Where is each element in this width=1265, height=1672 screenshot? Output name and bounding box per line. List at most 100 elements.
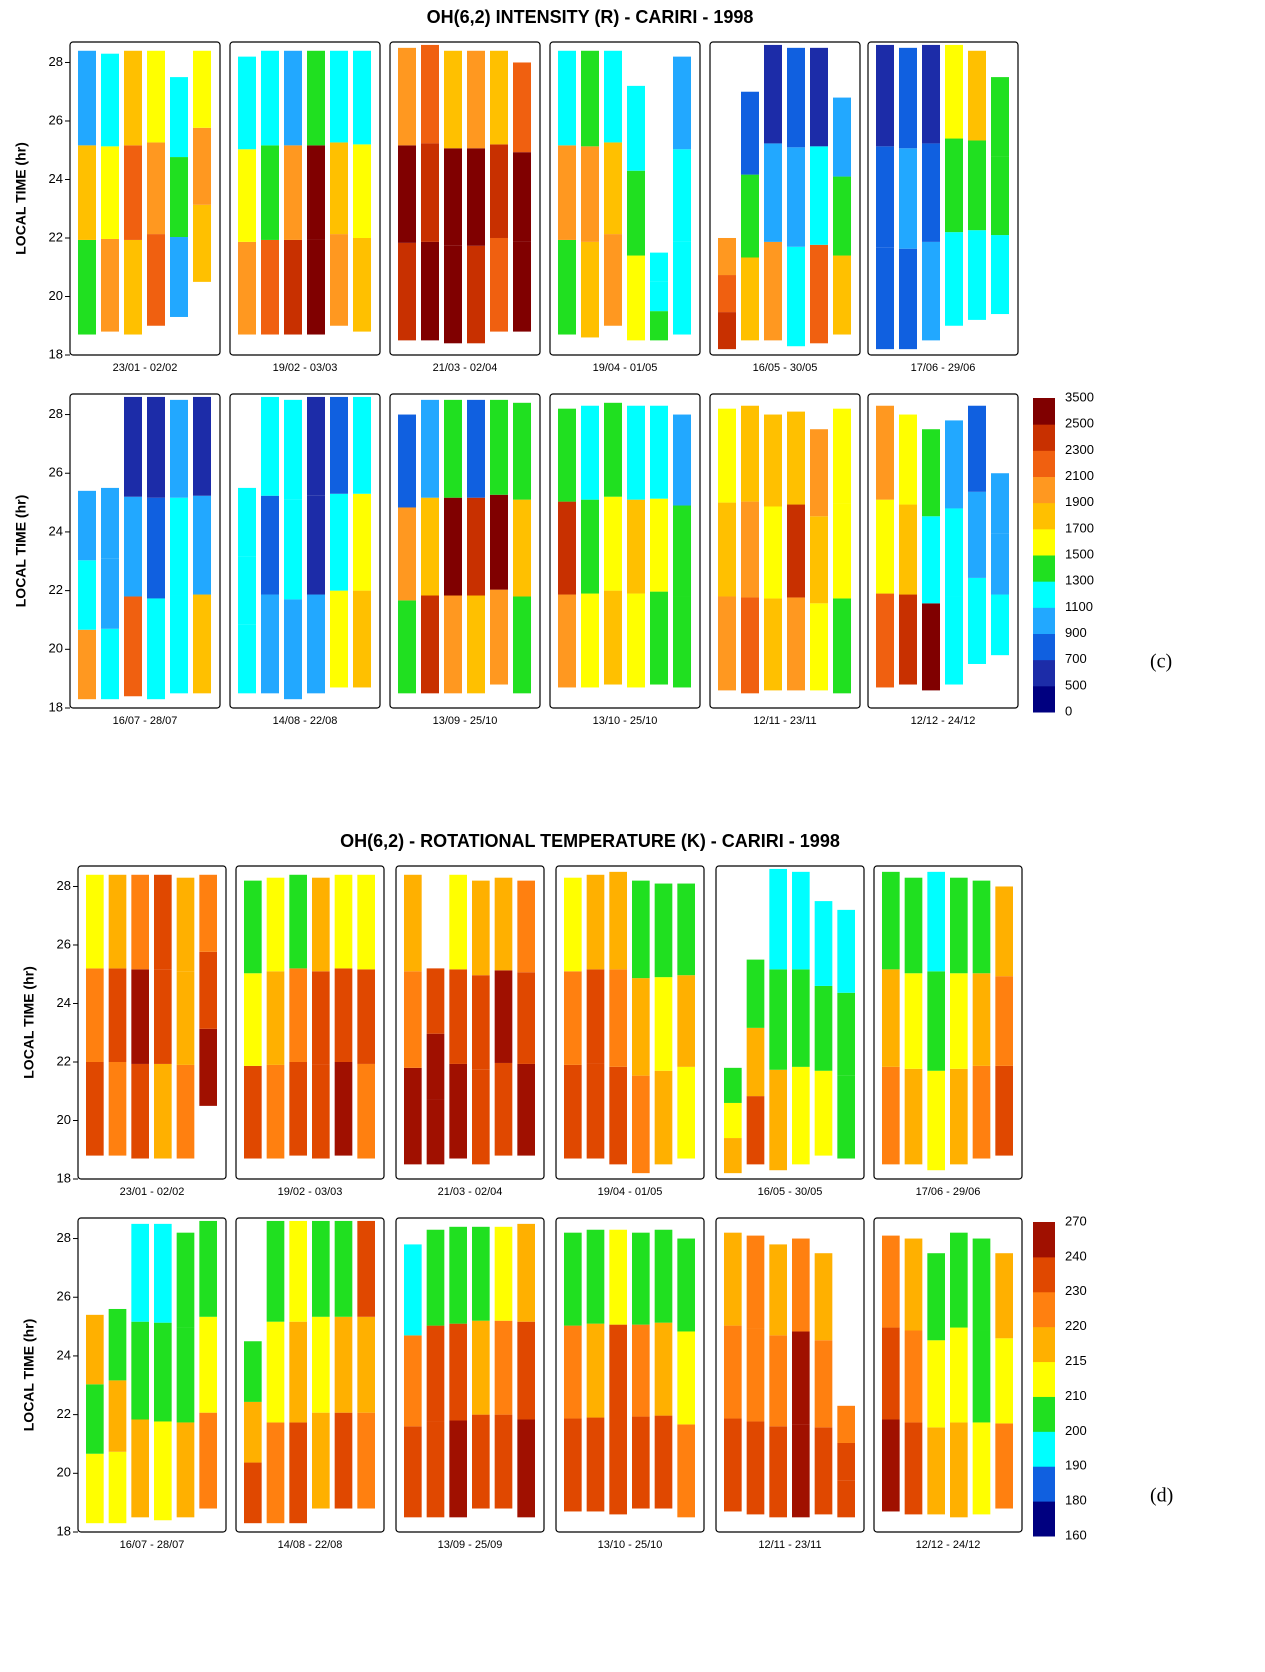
heat-cell: [353, 144, 371, 238]
colorbar-label: 2100: [1065, 468, 1094, 483]
heat-cell: [472, 1320, 490, 1415]
panel-date-label: 19/04 - 01/05: [593, 362, 658, 374]
heat-cell: [444, 148, 462, 246]
heat-cell: [154, 969, 172, 1064]
heat-cell: [330, 50, 348, 143]
heat-cell: [101, 53, 119, 147]
colorbar-bin: [1033, 502, 1055, 530]
heat-cell: [404, 1244, 422, 1336]
heat-cell: [724, 1067, 742, 1103]
y-tick-label: 26: [57, 936, 71, 951]
heat-cell: [882, 871, 900, 970]
colorbar-label: 210: [1065, 1388, 1087, 1403]
heat-cell: [650, 252, 668, 282]
heat-cell: [131, 1223, 149, 1322]
heat-cell: [899, 594, 917, 685]
heat-cell: [398, 145, 416, 243]
heat-cell: [176, 1422, 195, 1518]
heat-cell: [284, 50, 302, 146]
y-tick-label: 18: [49, 346, 63, 361]
colorbar-bin: [1033, 450, 1055, 477]
heat-cell: [307, 50, 325, 146]
panel-date-label: 16/05 - 30/05: [758, 1186, 823, 1198]
heat-cell: [792, 1066, 810, 1165]
heat-cell: [193, 594, 211, 694]
heat-cell: [124, 396, 142, 497]
panel-date-label: 13/10 - 25/10: [593, 715, 658, 727]
colorbar-label: 1900: [1065, 494, 1094, 509]
heat-cell: [494, 1414, 513, 1509]
heat-cell: [490, 589, 508, 685]
panel-date-label: 13/09 - 25/10: [433, 715, 498, 727]
heat-cell: [444, 399, 462, 498]
heat-cell: [244, 1462, 262, 1524]
heat-cell: [627, 255, 645, 341]
heat-cell: [404, 874, 422, 972]
heat-cell: [330, 142, 348, 235]
heat-cell: [78, 50, 96, 146]
heat-cell: [882, 1235, 900, 1328]
heat-cell: [876, 44, 894, 147]
heat-cell: [426, 1421, 445, 1518]
panel-date-label: 23/01 - 02/02: [120, 1186, 185, 1198]
heat-cell: [677, 1238, 695, 1332]
heat-cell: [517, 1419, 535, 1518]
heat-cell: [991, 594, 1009, 656]
heat-cell: [927, 1427, 945, 1515]
heat-cell: [764, 506, 782, 599]
colorbar-label: 180: [1065, 1493, 1087, 1508]
heat-cell: [330, 396, 348, 494]
heat-cell: [312, 1064, 330, 1159]
heat-cell: [586, 1229, 605, 1324]
heat-cell: [444, 595, 462, 694]
colorbar-bin: [1033, 685, 1055, 713]
heat-cell: [312, 877, 330, 972]
heat-cell: [814, 901, 833, 986]
heat-cell: [673, 56, 691, 150]
heat-cell: [170, 399, 188, 498]
heat-cell: [724, 1418, 742, 1512]
heat-cell: [787, 597, 805, 691]
heat-cell: [609, 1419, 627, 1515]
heat-cell: [421, 44, 439, 144]
heat-cell: [746, 1235, 765, 1329]
heat-cell: [193, 495, 211, 595]
heat-cell: [968, 405, 986, 492]
heat-cell: [284, 499, 302, 600]
heat-cell: [517, 1321, 535, 1420]
heat-cell: [266, 1064, 285, 1159]
heat-cell: [490, 50, 508, 145]
panel-date-label: 13/10 - 25/10: [598, 1539, 663, 1551]
heat-cell: [261, 239, 279, 335]
heat-cell: [357, 1063, 375, 1159]
heat-cell: [972, 1422, 991, 1515]
heat-cell: [945, 508, 963, 597]
panel-frame: [69, 393, 221, 709]
heat-cell: [334, 968, 353, 1062]
panel-date-label: 21/03 - 02/04: [438, 1186, 503, 1198]
panel-date-label: 12/11 - 23/11: [758, 1539, 821, 1551]
heat-cell: [764, 143, 782, 242]
heat-cell: [284, 239, 302, 335]
heat-cell: [147, 50, 165, 143]
colorbar-label: 160: [1065, 1527, 1087, 1542]
heat-cell: [945, 138, 963, 233]
heat-cell: [426, 1033, 445, 1100]
heat-cell: [193, 204, 211, 282]
heat-cell: [650, 405, 668, 499]
chart: OH(6,2) - ROTATIONAL TEMPERATURE (K) - C…: [21, 831, 1174, 1551]
heat-cell: [677, 1424, 695, 1518]
heat-cell: [86, 1384, 104, 1454]
heat-cell: [564, 1418, 582, 1512]
panel-frame: [389, 393, 541, 709]
y-tick-label: 18: [49, 699, 63, 714]
heat-cell: [945, 596, 963, 685]
heat-cell: [449, 1420, 467, 1518]
y-tick-label: 26: [49, 465, 63, 480]
heat-cell: [467, 497, 485, 596]
heat-cell: [124, 496, 142, 597]
heat-cell: [170, 237, 188, 317]
heat-cell: [513, 402, 531, 500]
panel-frame: [389, 41, 541, 356]
